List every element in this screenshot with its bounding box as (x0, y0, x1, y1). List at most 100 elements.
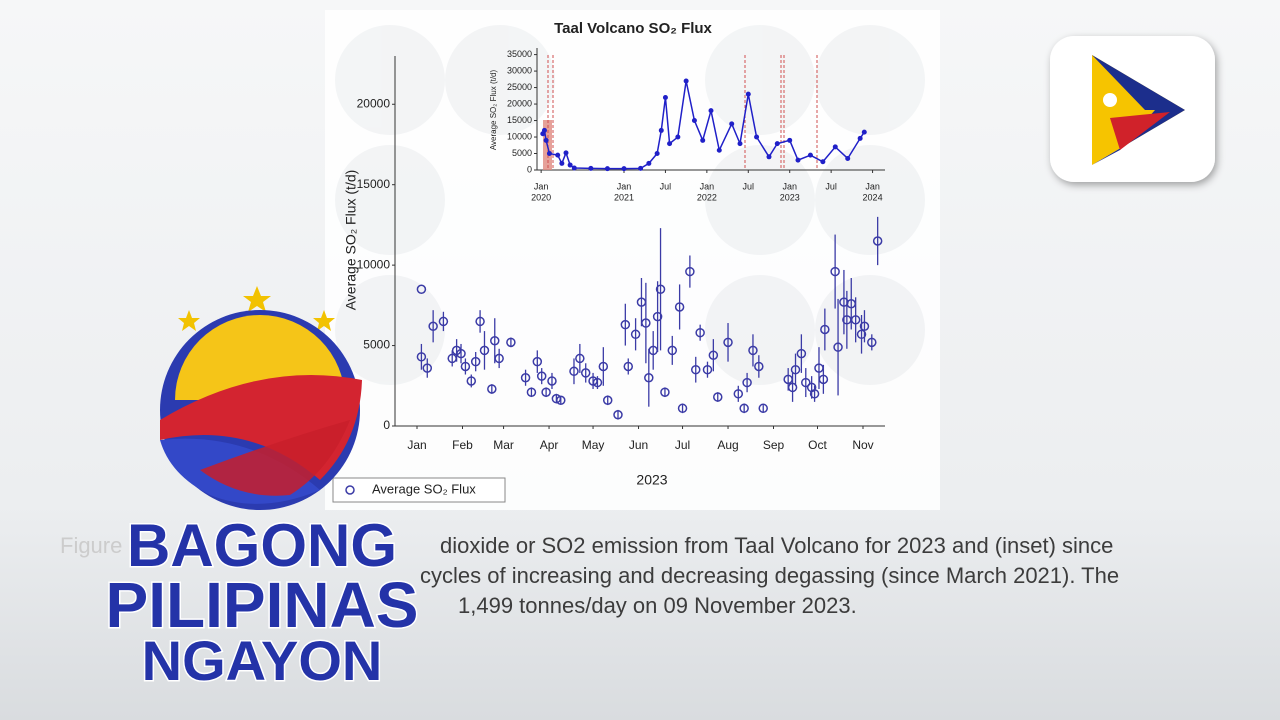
point (580, 368, 591, 378)
point (475, 316, 485, 327)
x-tick-label: Jan (407, 438, 426, 452)
y-tick-label: 30000 (507, 65, 532, 75)
point (532, 356, 543, 367)
point (729, 121, 735, 127)
point (748, 345, 758, 356)
legend-box (332, 477, 506, 503)
point (857, 135, 863, 141)
point (739, 403, 749, 414)
x-tick-label: Jul (743, 181, 755, 191)
point (700, 137, 706, 143)
point (830, 266, 840, 277)
point (658, 127, 664, 133)
point (683, 78, 689, 84)
caption-line: cycles of increasing and decreasing dega… (420, 563, 1119, 588)
y-tick-label: 20000 (357, 96, 391, 110)
y-tick-label: 5000 (512, 148, 532, 158)
point (520, 372, 531, 383)
point (667, 141, 673, 147)
x-tick-label: Jan (534, 181, 549, 191)
point (487, 384, 497, 394)
x-year-label: 2021 (614, 192, 634, 202)
chart-title: Taal Volcano SO₂ Flux (554, 20, 712, 37)
point (708, 350, 719, 360)
point (801, 377, 811, 388)
y-tick-label: 10000 (507, 131, 532, 141)
point (598, 361, 609, 372)
x-tick-label: Nov (852, 438, 873, 452)
x-axis-label: 2023 (636, 472, 667, 488)
point (787, 382, 798, 393)
point (861, 129, 867, 135)
y-tick-label: 15000 (357, 177, 391, 191)
inset-y-label: Average SO₂ Flux (t/d) (489, 70, 498, 151)
x-year-label: 2022 (697, 192, 717, 202)
x-year-label: 2023 (780, 192, 800, 202)
legend-label: Average SO₂ Flux (372, 481, 476, 496)
point (742, 377, 752, 388)
y-tick-label: 25000 (507, 82, 532, 92)
point (787, 137, 793, 143)
y-tick-label: 10000 (357, 257, 391, 271)
point (541, 387, 551, 397)
x-year-label: 2024 (863, 192, 883, 202)
point (667, 345, 678, 356)
point (745, 91, 751, 97)
point (494, 353, 504, 364)
x-tick-label: May (582, 438, 605, 452)
point (563, 150, 569, 156)
point (575, 353, 585, 364)
x-tick-label: Jul (825, 181, 837, 191)
point (555, 152, 561, 158)
point (833, 342, 843, 352)
y-axis-label: Average SO₂ Flux (t/d) (343, 170, 359, 311)
program-logo (160, 286, 362, 510)
point (456, 348, 466, 359)
x-tick-label: Jan (700, 181, 715, 191)
point (662, 94, 668, 100)
point (774, 141, 780, 147)
point (758, 403, 768, 414)
point (546, 151, 552, 157)
point (536, 371, 547, 381)
point (559, 160, 565, 166)
y-tick-label: 15000 (507, 115, 532, 125)
caption-line: Figure (60, 533, 122, 558)
point (567, 162, 573, 168)
point (733, 389, 744, 399)
point (845, 155, 851, 161)
point (691, 118, 697, 124)
point (646, 160, 652, 166)
point (795, 157, 801, 163)
y-tick-label: 20000 (507, 98, 532, 108)
point (685, 266, 695, 277)
point (675, 134, 681, 140)
logo-line: NGAYON (142, 629, 383, 692)
x-tick-label: Jul (675, 438, 690, 452)
point (638, 165, 644, 171)
point (623, 361, 634, 372)
point (479, 345, 490, 356)
point (652, 311, 663, 322)
point (490, 335, 500, 346)
watermark (335, 25, 925, 385)
point (621, 166, 627, 172)
y-tick-label: 5000 (363, 338, 390, 352)
point (588, 165, 594, 171)
point (592, 377, 603, 388)
x-tick-label: Jun (629, 438, 648, 452)
point (660, 387, 670, 397)
point (416, 284, 427, 295)
point (708, 108, 714, 114)
point (820, 159, 826, 165)
point (620, 319, 631, 330)
point (807, 152, 813, 158)
point (677, 403, 688, 414)
x-tick-label: Jan (865, 181, 880, 191)
x-tick-label: Aug (717, 438, 738, 452)
point (702, 364, 713, 375)
x-tick-label: Jan (617, 181, 632, 191)
logo-line: BAGONG (127, 512, 397, 579)
